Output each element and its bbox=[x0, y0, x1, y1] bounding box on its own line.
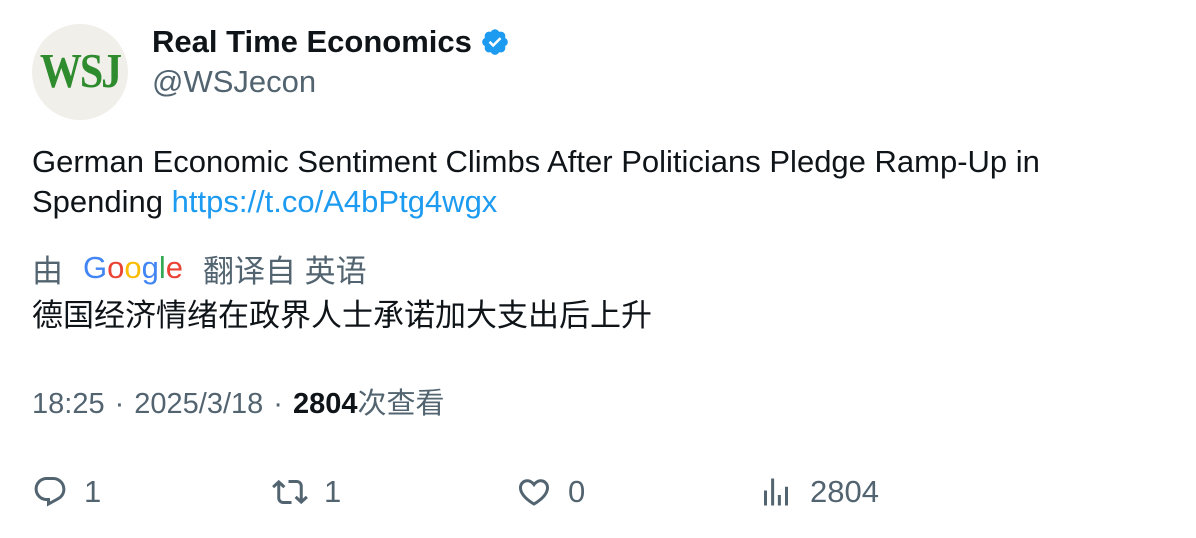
meta-separator: · bbox=[273, 388, 283, 420]
analytics-icon bbox=[764, 478, 788, 506]
tweet-meta: 18:25 · 2025/3/18 · 2804 次查看 bbox=[32, 384, 444, 424]
translation-attribution: 由 Google 翻译自 英语 bbox=[32, 246, 367, 290]
google-logo-icon: Google bbox=[83, 250, 183, 286]
tweet-time[interactable]: 18:25 bbox=[32, 388, 105, 420]
reply-button[interactable]: 1 bbox=[32, 470, 101, 514]
tweet-link[interactable]: https://t.co/A4bPtg4wgx bbox=[171, 184, 498, 219]
tweet-date[interactable]: 2025/3/18 bbox=[134, 388, 264, 420]
display-name[interactable]: Real Time Economics bbox=[152, 24, 472, 59]
verified-badge-icon[interactable] bbox=[480, 27, 510, 57]
tweet-text: German Economic Sentiment Climbs After P… bbox=[32, 142, 1152, 222]
name-row: Real Time Economics bbox=[152, 22, 510, 62]
views-count-action: 2804 bbox=[810, 474, 879, 509]
retweet-icon bbox=[272, 479, 308, 505]
tweet-body: German Economic Sentiment Climbs After P… bbox=[32, 144, 1040, 219]
views-button[interactable]: 2804 bbox=[758, 470, 879, 514]
retweet-button[interactable]: 1 bbox=[272, 470, 341, 514]
translated-text: 德国经济情绪在政界人士承诺加大支出后上升 bbox=[32, 298, 652, 333]
avatar[interactable]: WSJ bbox=[32, 24, 128, 120]
like-button[interactable]: 0 bbox=[516, 470, 585, 514]
handle[interactable]: @WSJecon bbox=[152, 64, 317, 99]
like-count: 0 bbox=[568, 474, 586, 509]
views-label: 次查看 bbox=[357, 388, 445, 420]
translated-by-label: 由 bbox=[32, 253, 63, 289]
retweet-count: 1 bbox=[324, 474, 342, 509]
meta-separator: · bbox=[114, 388, 125, 420]
views-count: 2804 bbox=[292, 388, 358, 420]
heart-icon bbox=[518, 479, 550, 506]
reply-icon bbox=[34, 477, 66, 507]
translated-from-label[interactable]: 翻译自 英语 bbox=[203, 253, 367, 289]
svg-text:Google: Google bbox=[83, 250, 183, 285]
wsj-logo-text: WSJ bbox=[39, 45, 122, 99]
reply-count: 1 bbox=[84, 474, 102, 509]
action-bar: 1 1 0 2804 bbox=[32, 470, 1172, 514]
